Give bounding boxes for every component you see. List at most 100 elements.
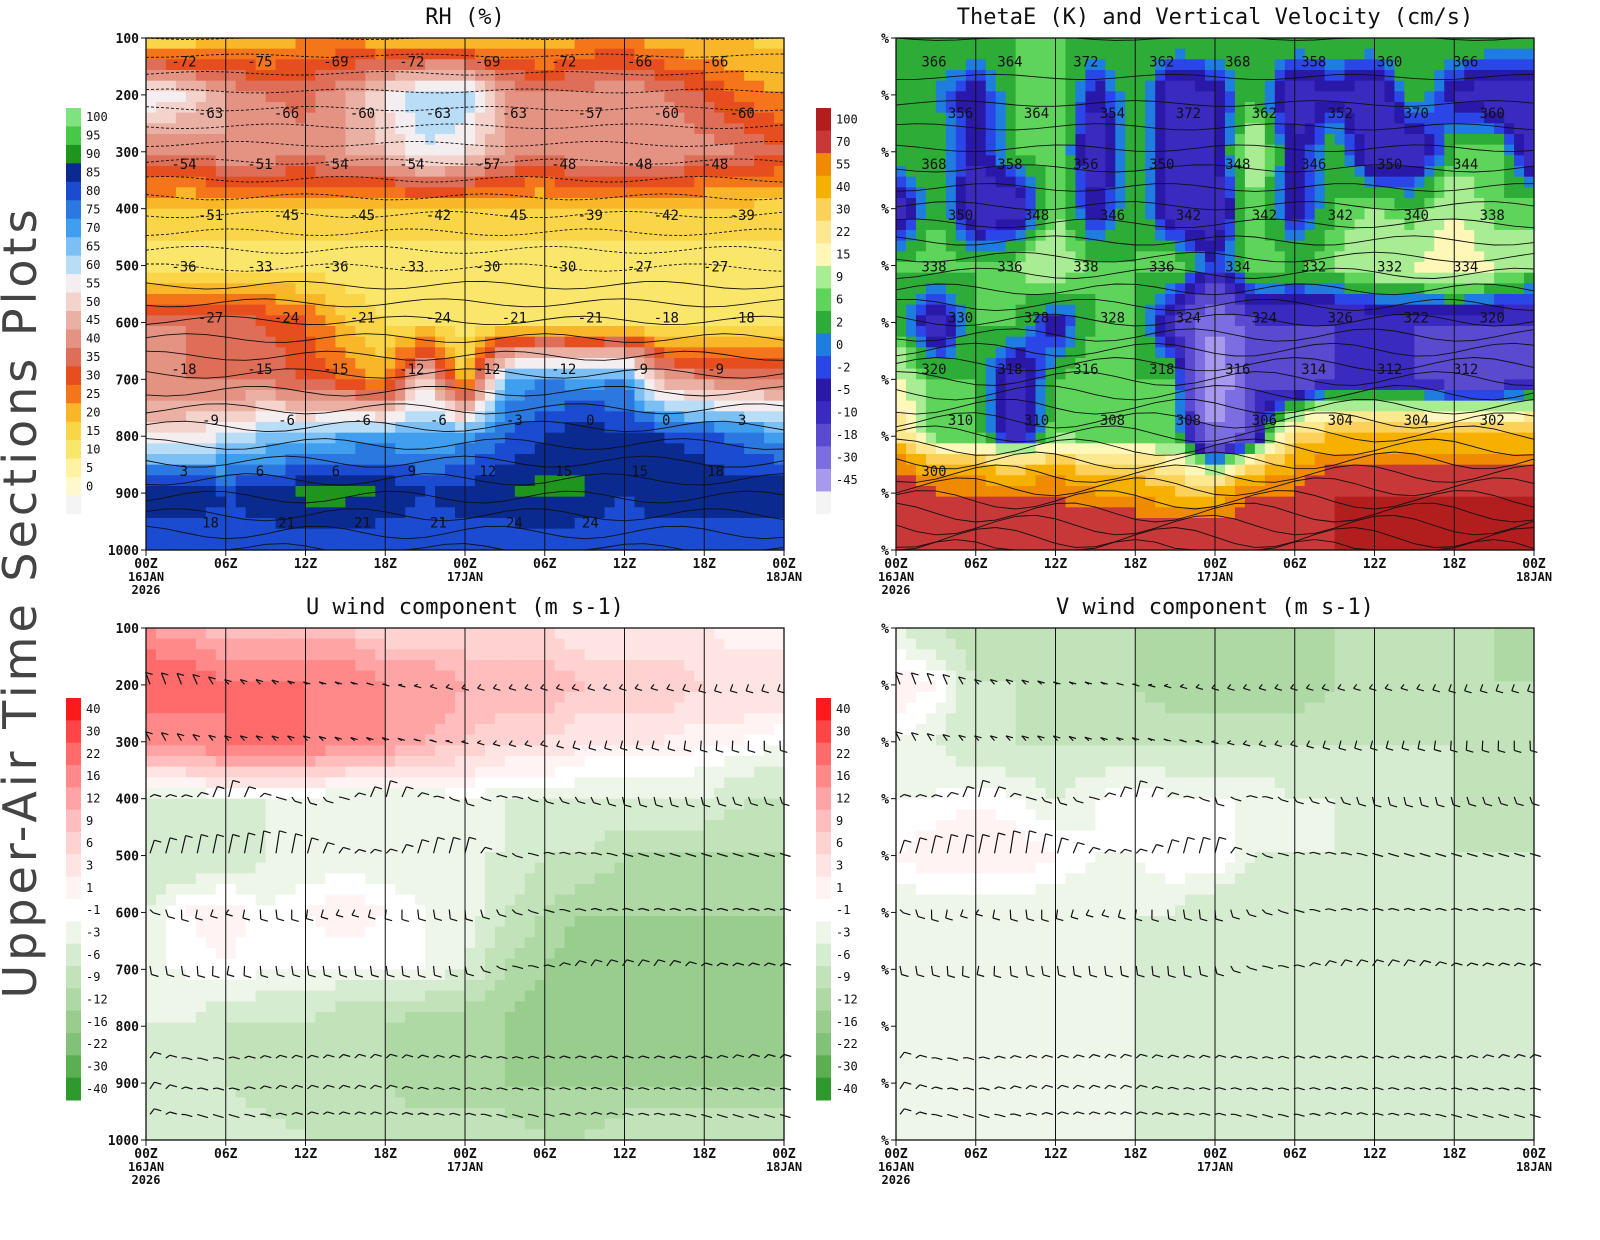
- heatmap-cell: [896, 81, 907, 92]
- heatmap-cell: [196, 294, 207, 305]
- heatmap-cell: [1484, 155, 1495, 166]
- heatmap-cell: [744, 518, 755, 529]
- heatmap-cell: [926, 230, 937, 241]
- heatmap-cell: [1165, 187, 1176, 198]
- heatmap-cell: [555, 518, 566, 529]
- x-tick-label: 06Z: [214, 557, 238, 572]
- heatmap-cell: [724, 379, 735, 390]
- heatmap-cell: [226, 326, 237, 337]
- heatmap-cell: [724, 539, 735, 550]
- heatmap-cell: [545, 465, 556, 476]
- heatmap-cell: [704, 134, 715, 145]
- heatmap-cell: [1355, 38, 1366, 49]
- heatmap-cell: [625, 379, 636, 390]
- heatmap-cell: [754, 369, 765, 380]
- heatmap-cell: [246, 433, 257, 444]
- heatmap-cell: [495, 401, 506, 412]
- heatmap-cell: [704, 241, 715, 252]
- heatmap-cell: [435, 155, 446, 166]
- colorbar-label: 100: [86, 110, 108, 124]
- heatmap-cell: [896, 209, 907, 220]
- heatmap-cell: [1016, 38, 1027, 49]
- heatmap-cell: [1175, 155, 1186, 166]
- heatmap-cell: [764, 145, 775, 156]
- heatmap-cell: [365, 49, 376, 60]
- heatmap-cell: [694, 187, 705, 198]
- heatmap-cell: [455, 283, 466, 294]
- heatmap-cell: [485, 379, 496, 390]
- heatmap-cell: [615, 518, 626, 529]
- heatmap-cell: [754, 305, 765, 316]
- heatmap-cell: [1175, 123, 1186, 134]
- heatmap-cell: [625, 411, 636, 422]
- heatmap-cell: [605, 38, 616, 49]
- heatmap-cell: [445, 262, 456, 273]
- heatmap-cell: [266, 433, 277, 444]
- heatmap-cell: [1484, 241, 1495, 252]
- heatmap-cell: [714, 497, 725, 508]
- heatmap-cell: [1085, 219, 1096, 230]
- heatmap-cell: [455, 465, 466, 476]
- heatmap-cell: [1474, 283, 1485, 294]
- heatmap-cell: [1135, 187, 1146, 198]
- heatmap-cell: [1056, 91, 1067, 102]
- heatmap-cell: [296, 91, 307, 102]
- heatmap-cell: [654, 326, 665, 337]
- heatmap-cell: [555, 294, 566, 305]
- heatmap-cell: [916, 134, 927, 145]
- heatmap-cell: [515, 134, 526, 145]
- heatmap-cell: [325, 337, 336, 348]
- heatmap-cell: [1355, 219, 1366, 230]
- heatmap-cell: [246, 507, 257, 518]
- contour-label: -69: [475, 55, 500, 71]
- heatmap-cell: [734, 91, 745, 102]
- heatmap-cell: [206, 401, 217, 412]
- heatmap-cell: [395, 241, 406, 252]
- heatmap-cell: [1424, 230, 1435, 241]
- heatmap-cell: [276, 283, 287, 294]
- heatmap-cell: [896, 305, 907, 316]
- x-tick-label: 12Z: [294, 557, 318, 572]
- heatmap-cell: [734, 273, 745, 284]
- contour-label: 21: [430, 515, 447, 531]
- heatmap-cell: [345, 134, 356, 145]
- heatmap-cell: [1335, 273, 1346, 284]
- heatmap-cell: [1065, 38, 1076, 49]
- heatmap-cell: [684, 443, 695, 454]
- heatmap-cell: [146, 337, 157, 348]
- heatmap-cell: [385, 251, 396, 262]
- heatmap-cell: [296, 230, 307, 241]
- heatmap-cell: [495, 134, 506, 145]
- heatmap-cell: [1365, 113, 1376, 124]
- heatmap-cell: [1524, 251, 1535, 262]
- heatmap-cell: [1315, 123, 1326, 134]
- heatmap-cell: [976, 251, 987, 262]
- heatmap-cell: [375, 497, 386, 508]
- heatmap-cell: [1135, 59, 1146, 70]
- heatmap-cell: [315, 529, 326, 540]
- heatmap-cell: [926, 305, 937, 316]
- heatmap-cell: [724, 518, 735, 529]
- heatmap-cell: [465, 102, 476, 113]
- heatmap-cell: [625, 198, 636, 209]
- heatmap-cell: [345, 283, 356, 294]
- heatmap-cell: [1065, 241, 1076, 252]
- heatmap-cell: [986, 134, 997, 145]
- heatmap-cell: [936, 305, 947, 316]
- x-date-label: 17JAN: [447, 570, 483, 584]
- heatmap-cell: [286, 145, 297, 156]
- heatmap-cell: [166, 145, 177, 156]
- heatmap-cell: [286, 59, 297, 70]
- heatmap-cell: [1474, 241, 1485, 252]
- heatmap-cell: [156, 187, 167, 198]
- heatmap-cell: [634, 198, 645, 209]
- heatmap-cell: [555, 497, 566, 508]
- heatmap-cell: [1265, 59, 1276, 70]
- heatmap-cell: [585, 379, 596, 390]
- colorbar-swatch: [66, 274, 81, 293]
- heatmap-cell: [1315, 241, 1326, 252]
- heatmap-cell: [704, 294, 715, 305]
- heatmap-cell: [555, 145, 566, 156]
- heatmap-cell: [535, 454, 546, 465]
- heatmap-cell: [435, 166, 446, 177]
